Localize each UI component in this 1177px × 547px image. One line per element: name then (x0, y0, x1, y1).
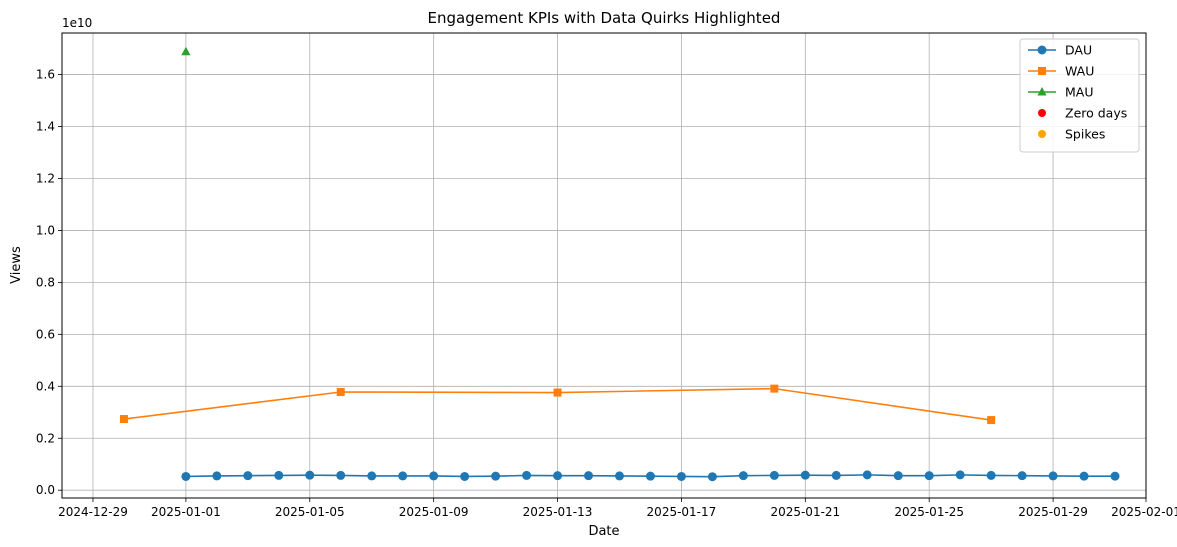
y-tick-label: 0.4 (36, 379, 55, 393)
x-tick-label: 2025-02-01 (1111, 505, 1177, 519)
legend-mau-marker (1037, 87, 1047, 96)
y-tick-label: 1.4 (36, 120, 55, 134)
y-tick-label: 1.0 (36, 223, 55, 237)
y-tick-label: 1.2 (36, 171, 55, 185)
dau-point (584, 471, 594, 481)
dau-point (305, 470, 315, 480)
dau-point (645, 471, 655, 481)
legend-wau-label: WAU (1065, 64, 1094, 79)
dau-point (398, 471, 408, 481)
legend-zero-days-marker (1038, 109, 1046, 117)
x-tick-label: 2025-01-09 (399, 505, 469, 519)
legend-frame (1019, 38, 1140, 153)
dau-point (522, 470, 532, 480)
x-tick-label: 2025-01-21 (770, 505, 840, 519)
legend-dau-marker (1037, 45, 1047, 55)
dau-point (800, 470, 810, 480)
y-tick-label: 1.6 (36, 68, 55, 82)
dau-point (491, 471, 501, 481)
series-wau (119, 384, 996, 425)
dau-point (212, 471, 222, 481)
dau-point (862, 470, 872, 480)
dau-point (738, 471, 748, 481)
x-axis-label: Date (588, 524, 619, 539)
axes: 2024-12-29 2025-01-01 2025-01-05 2025-01-09… (36, 68, 1177, 519)
dau-point (676, 471, 686, 481)
wau-point (770, 384, 779, 393)
dau-point (1017, 471, 1027, 481)
mau-point (181, 46, 191, 56)
dau-point (614, 471, 624, 481)
wau-point (553, 388, 562, 397)
dau-point (707, 472, 717, 482)
x-tick-label: 2025-01-13 (523, 505, 593, 519)
y-offset-label: 1e10 (62, 16, 92, 30)
y-tick-label: 0.2 (36, 431, 55, 445)
dau-point (460, 471, 470, 481)
dau-point (336, 470, 346, 480)
dau-point (429, 471, 439, 481)
dau-point (367, 471, 377, 481)
x-tick-label: 2025-01-01 (151, 505, 221, 519)
series-dau (181, 470, 1120, 482)
series-layer (119, 46, 1120, 482)
wau-point (336, 388, 345, 397)
dau-point (181, 471, 191, 481)
y-tick-label: 0.0 (36, 483, 55, 497)
dau-point (553, 471, 563, 481)
legend-zero-days-label: Zero days (1065, 106, 1127, 121)
dau-point (243, 471, 253, 481)
dau-point (274, 470, 284, 480)
dau-point (831, 470, 841, 480)
legend-dau-label: DAU (1065, 43, 1092, 58)
dau-point (769, 470, 779, 480)
series-mau (181, 46, 191, 56)
y-axis-label: Views (9, 246, 24, 284)
legend: DAU WAU MAU Zero days Spikes (1019, 38, 1140, 153)
legend-spikes-label: Spikes (1065, 127, 1105, 142)
x-tick-label: 2025-01-17 (647, 505, 717, 519)
legend-spikes-marker (1038, 130, 1046, 138)
x-tick-label: 2024-12-29 (58, 505, 128, 519)
wau-point (119, 415, 128, 424)
dau-point (1048, 471, 1058, 481)
dau-point (986, 470, 996, 480)
dau-point (1110, 471, 1120, 481)
y-tick-label: 0.8 (36, 275, 55, 289)
chart-title: Engagement KPIs with Data Quirks Highlig… (428, 9, 781, 27)
gridlines (62, 33, 1147, 498)
dau-point (893, 471, 903, 481)
dau-point (1079, 471, 1089, 481)
y-tick-label: 0.6 (36, 327, 55, 341)
x-tick-label: 2025-01-25 (894, 505, 964, 519)
wau-point (987, 416, 996, 425)
x-tick-label: 2025-01-29 (1018, 505, 1088, 519)
dau-point (955, 470, 965, 480)
legend-mau-label: MAU (1065, 85, 1094, 100)
plot-frame (61, 32, 1147, 499)
dau-point (924, 471, 934, 481)
x-tick-label: 2025-01-05 (275, 505, 345, 519)
legend-wau-marker (1038, 67, 1046, 75)
